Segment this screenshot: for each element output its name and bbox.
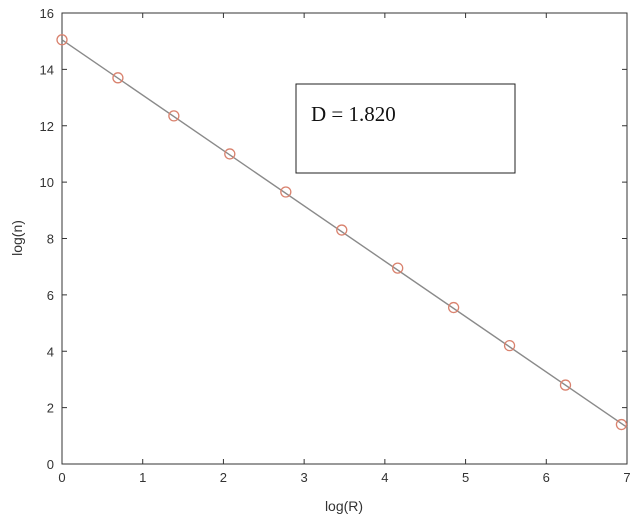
y-tick-labels: 0 2 4 6 8 10 12 14 16 bbox=[40, 6, 54, 472]
data-point bbox=[112, 72, 124, 84]
y-tick-label: 4 bbox=[47, 344, 54, 359]
data-point bbox=[559, 379, 572, 391]
y-tick-label: 0 bbox=[47, 457, 54, 472]
x-tick-label: 2 bbox=[220, 470, 227, 485]
data-point bbox=[280, 186, 292, 198]
x-tick-label: 6 bbox=[543, 470, 550, 485]
data-point bbox=[615, 418, 628, 431]
data-point bbox=[168, 110, 180, 122]
data-point bbox=[336, 224, 348, 236]
x-tick-label: 7 bbox=[623, 470, 630, 485]
data-point bbox=[503, 339, 516, 352]
data-points bbox=[56, 34, 628, 431]
y-tick-label: 8 bbox=[47, 232, 54, 247]
data-point bbox=[447, 301, 460, 314]
y-tick-label: 6 bbox=[47, 288, 54, 303]
x-tick-label: 3 bbox=[301, 470, 308, 485]
x-axis-label: log(R) bbox=[325, 498, 363, 514]
x-tick-label: 4 bbox=[381, 470, 388, 485]
data-point bbox=[224, 148, 236, 160]
data-point bbox=[392, 262, 404, 274]
annotation-text: D = 1.820 bbox=[311, 102, 396, 126]
axis-ticks bbox=[61, 12, 628, 465]
y-tick-label: 2 bbox=[47, 401, 54, 416]
plot-frame bbox=[61, 12, 628, 465]
y-tick-label: 14 bbox=[40, 62, 54, 77]
x-tick-label: 1 bbox=[139, 470, 146, 485]
x-tick-labels: 0 1 2 3 4 5 6 7 bbox=[58, 470, 630, 485]
data-point bbox=[56, 34, 68, 46]
y-tick-label: 16 bbox=[40, 6, 54, 21]
y-tick-label: 10 bbox=[40, 175, 54, 190]
x-tick-label: 5 bbox=[462, 470, 469, 485]
annotation-box bbox=[295, 83, 516, 174]
y-axis-label: log(n) bbox=[9, 220, 25, 256]
y-tick-label: 12 bbox=[40, 119, 54, 134]
x-tick-label: 0 bbox=[58, 470, 65, 485]
